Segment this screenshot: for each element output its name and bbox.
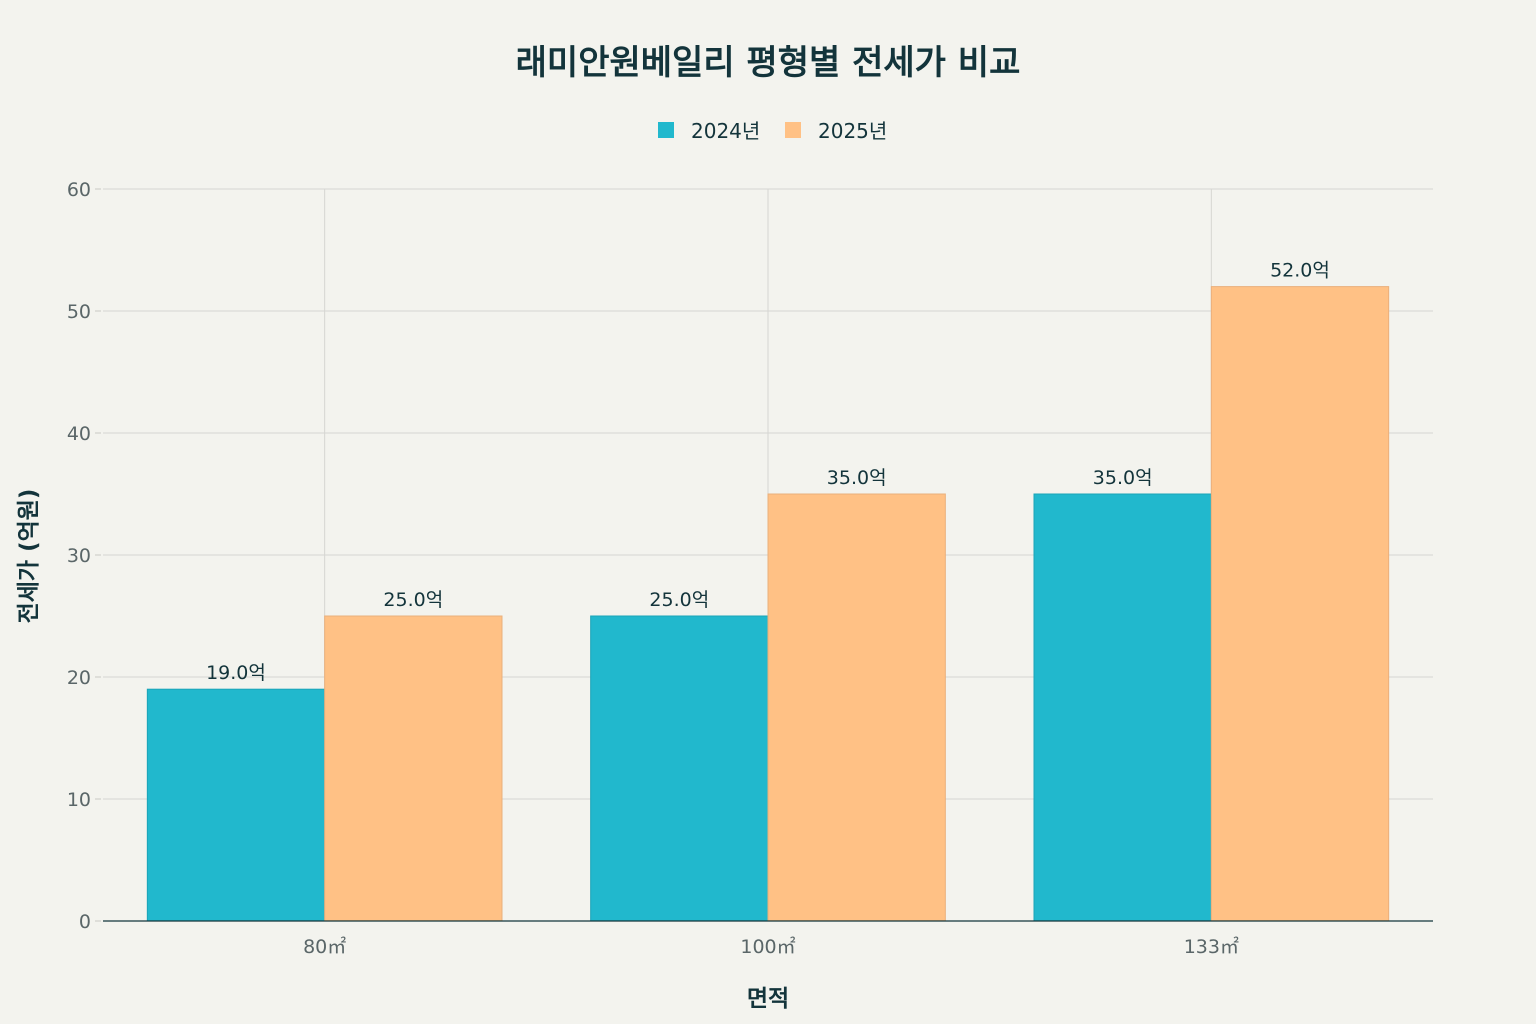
y-tick-label: 60 [67,179,91,201]
y-tick-label: 10 [67,789,91,811]
legend: 2024년 2025년 [658,119,887,143]
y-tick-label: 0 [79,911,91,933]
legend-swatch-2024 [658,122,674,138]
y-axis-title: 전세가 (억원) [16,489,42,624]
bars-layer [146,286,1390,922]
chart-title: 래미안원베일리 평형별 전세가 비교 [516,43,1021,83]
bar-2025년-100㎡ [767,493,946,922]
x-tick-label: 133㎡ [1184,935,1239,958]
bar-2024년-133㎡ [1033,493,1212,922]
x-tick-label: 80㎡ [303,935,346,958]
y-tick-label: 50 [67,301,91,323]
x-axis-title: 면적 [747,986,789,1012]
bar-2025년-80㎡ [324,615,503,922]
value-labels-layer: 19.0억 25.0억 25.0억 35.0억 35.0억 52.0억 [206,260,1330,685]
bar-2024년-100㎡ [590,615,769,922]
x-tick-label: 100㎡ [740,935,795,958]
y-tick-label: 30 [67,545,91,567]
bar-value-label: 35.0억 [1093,467,1153,489]
bar-value-label: 25.0억 [649,589,709,611]
bar-value-label: 25.0억 [383,589,443,611]
legend-label-2024: 2024년 [691,119,760,143]
bar-2024년-80㎡ [146,688,326,922]
bar-2025년-133㎡ [1210,286,1390,922]
bar-value-label: 52.0억 [1270,260,1330,282]
bar-value-label: 35.0억 [827,467,887,489]
bar-value-label: 19.0억 [206,662,266,684]
y-tick-label: 20 [67,667,91,689]
legend-swatch-2025 [785,122,801,138]
legend-label-2025: 2025년 [818,119,887,143]
y-tick-label: 40 [67,423,91,445]
axes-layer: 0 10 20 30 40 50 60 80㎡ 100㎡ 133㎡ [67,179,1433,958]
